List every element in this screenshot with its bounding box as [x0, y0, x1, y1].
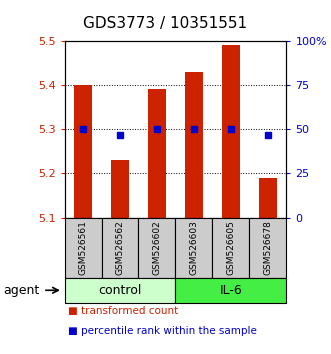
Text: agent: agent — [3, 284, 40, 297]
Bar — [148, 90, 166, 218]
Bar — [213, 218, 249, 278]
Bar — [249, 218, 286, 278]
Bar — [102, 218, 138, 278]
Text: GDS3773 / 10351551: GDS3773 / 10351551 — [83, 16, 248, 30]
Bar — [175, 278, 286, 303]
Bar — [65, 218, 102, 278]
Bar — [111, 160, 129, 218]
Bar — [138, 218, 175, 278]
Bar — [65, 278, 175, 303]
Text: IL-6: IL-6 — [219, 284, 242, 297]
Text: GSM526605: GSM526605 — [226, 220, 235, 275]
Bar — [222, 45, 240, 218]
Text: GSM526678: GSM526678 — [263, 220, 272, 275]
Text: control: control — [98, 284, 142, 297]
Text: GSM526561: GSM526561 — [78, 220, 87, 275]
Text: GSM526562: GSM526562 — [116, 221, 124, 275]
Text: GSM526602: GSM526602 — [153, 221, 162, 275]
Text: ■ transformed count: ■ transformed count — [68, 306, 178, 316]
Bar — [185, 72, 203, 218]
Bar — [74, 85, 92, 218]
Bar — [259, 178, 277, 218]
Text: ■ percentile rank within the sample: ■ percentile rank within the sample — [68, 326, 257, 336]
Bar — [175, 218, 213, 278]
Text: GSM526603: GSM526603 — [189, 220, 198, 275]
